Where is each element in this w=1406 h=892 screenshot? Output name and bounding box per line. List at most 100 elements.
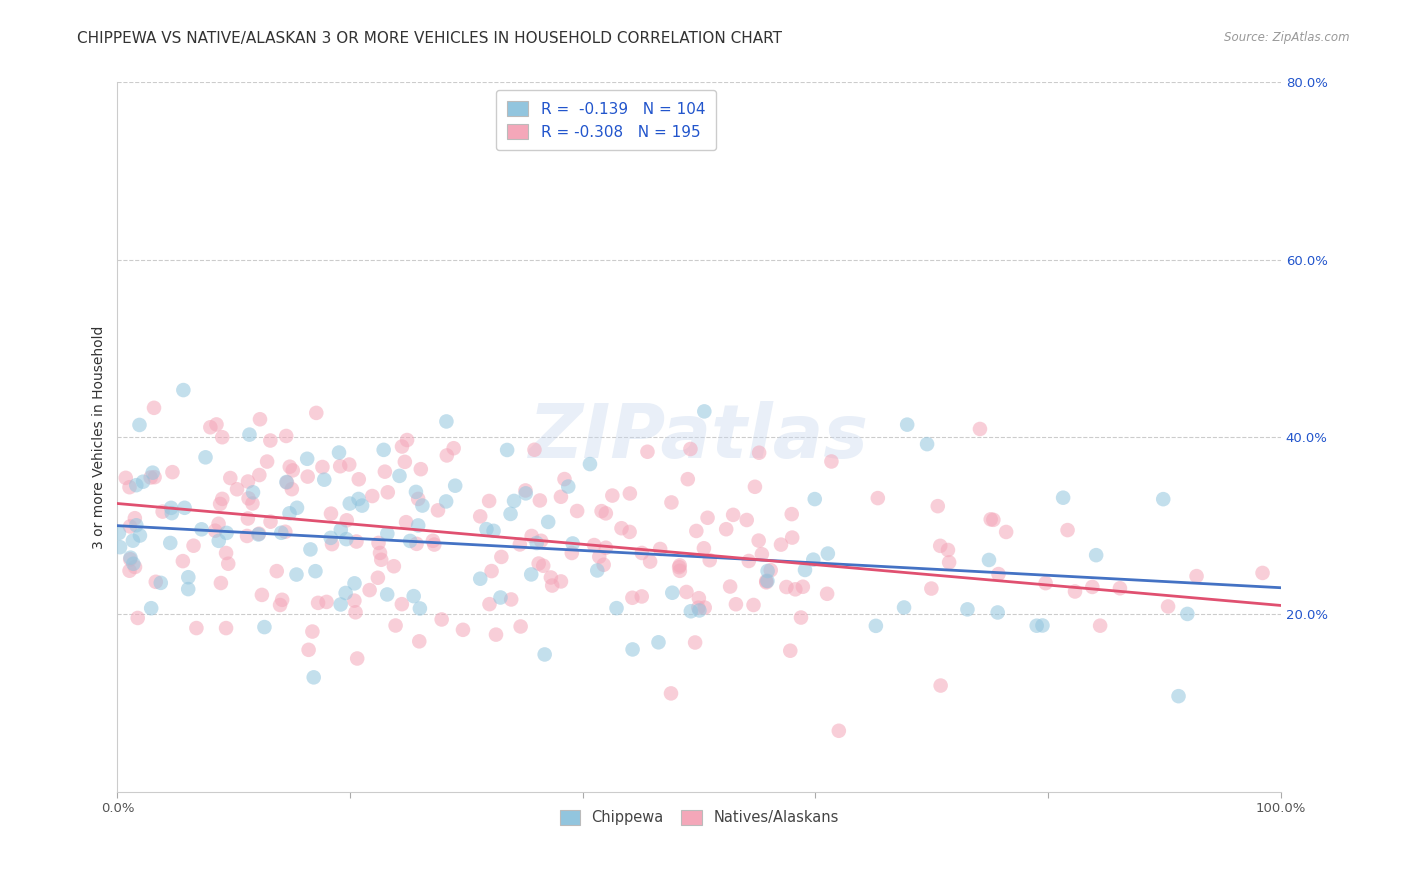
Point xyxy=(373,442,395,457)
Point xyxy=(259,434,281,448)
Point xyxy=(1056,523,1078,537)
Point xyxy=(250,588,273,602)
Point xyxy=(451,623,474,637)
Point xyxy=(160,506,183,520)
Point xyxy=(204,524,226,538)
Point xyxy=(828,723,851,738)
Point xyxy=(688,591,710,606)
Point xyxy=(335,586,357,600)
Point xyxy=(619,486,641,500)
Point xyxy=(139,470,162,484)
Point xyxy=(503,494,526,508)
Point xyxy=(509,537,531,551)
Point xyxy=(408,634,430,648)
Point xyxy=(1167,689,1189,703)
Point xyxy=(377,485,399,500)
Point xyxy=(200,420,222,434)
Point xyxy=(683,635,706,649)
Point xyxy=(399,533,422,548)
Point xyxy=(329,523,352,537)
Point xyxy=(352,499,374,513)
Point xyxy=(561,536,583,550)
Point xyxy=(995,524,1018,539)
Point xyxy=(550,490,572,504)
Point xyxy=(295,451,318,466)
Point xyxy=(215,525,238,540)
Point xyxy=(285,500,308,515)
Point xyxy=(236,529,259,543)
Point xyxy=(217,557,239,571)
Point xyxy=(756,564,779,578)
Point xyxy=(529,493,551,508)
Point xyxy=(915,437,938,451)
Point xyxy=(271,592,294,607)
Point xyxy=(297,469,319,483)
Point xyxy=(388,469,411,483)
Point xyxy=(149,575,172,590)
Point xyxy=(1064,584,1087,599)
Point xyxy=(344,605,367,619)
Point xyxy=(792,580,814,594)
Point xyxy=(817,547,839,561)
Point xyxy=(688,603,710,617)
Point xyxy=(422,533,444,548)
Point xyxy=(721,508,744,522)
Point xyxy=(785,582,807,597)
Point xyxy=(557,479,579,493)
Point xyxy=(434,494,457,508)
Point xyxy=(122,557,145,571)
Point xyxy=(247,527,270,541)
Point xyxy=(159,536,181,550)
Point xyxy=(402,589,425,603)
Point xyxy=(977,553,1000,567)
Point xyxy=(190,522,212,536)
Point xyxy=(509,619,531,633)
Point xyxy=(394,455,416,469)
Point xyxy=(226,483,249,497)
Point xyxy=(661,586,683,600)
Point xyxy=(297,643,319,657)
Point xyxy=(409,462,432,476)
Point xyxy=(636,444,658,458)
Point xyxy=(395,515,418,529)
Point xyxy=(253,620,276,634)
Point xyxy=(501,592,523,607)
Point xyxy=(820,454,842,468)
Point xyxy=(1109,581,1132,595)
Point xyxy=(744,480,766,494)
Point xyxy=(120,550,142,565)
Point xyxy=(724,597,747,611)
Point xyxy=(249,412,271,426)
Point xyxy=(219,471,242,485)
Point xyxy=(688,600,710,615)
Point xyxy=(359,583,381,598)
Point xyxy=(499,507,522,521)
Point xyxy=(936,543,959,558)
Point xyxy=(621,642,644,657)
Legend: Chippewa, Natives/Alaskans: Chippewa, Natives/Alaskans xyxy=(551,801,848,834)
Point xyxy=(391,440,413,454)
Point xyxy=(370,553,392,567)
Point xyxy=(172,383,194,397)
Point xyxy=(531,558,554,573)
Point xyxy=(735,513,758,527)
Point xyxy=(1088,618,1111,632)
Point xyxy=(748,446,770,460)
Point xyxy=(281,482,304,496)
Point xyxy=(162,465,184,479)
Point xyxy=(533,648,555,662)
Point xyxy=(142,466,165,480)
Point xyxy=(496,442,519,457)
Point xyxy=(515,486,537,500)
Point xyxy=(679,442,702,456)
Point xyxy=(588,549,610,564)
Point xyxy=(485,627,508,641)
Point xyxy=(679,604,702,618)
Point xyxy=(790,610,813,624)
Point xyxy=(430,612,453,626)
Point xyxy=(565,504,588,518)
Y-axis label: 3 or more Vehicles in Household: 3 or more Vehicles in Household xyxy=(93,326,107,549)
Point xyxy=(436,449,458,463)
Text: CHIPPEWA VS NATIVE/ALASKAN 3 OR MORE VEHICLES IN HOUSEHOLD CORRELATION CHART: CHIPPEWA VS NATIVE/ALASKAN 3 OR MORE VEH… xyxy=(77,31,782,46)
Point xyxy=(668,560,690,574)
